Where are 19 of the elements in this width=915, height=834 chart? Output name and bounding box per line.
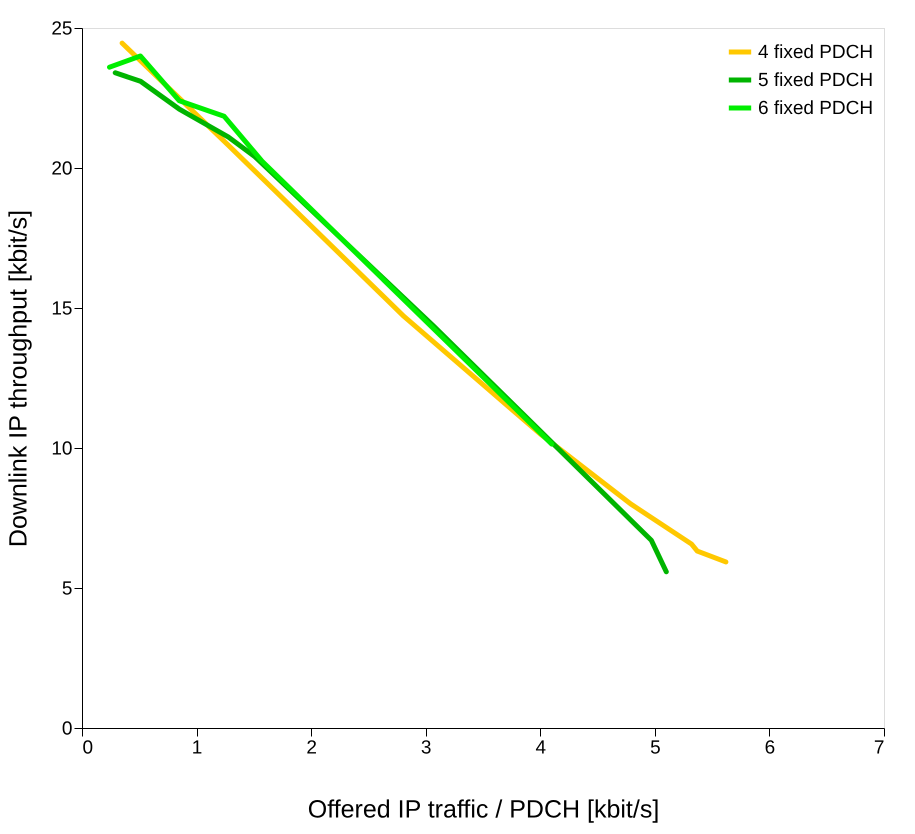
y-tick-label: 15 (51, 298, 72, 320)
legend-label: 5 fixed PDCH (758, 70, 874, 91)
x-axis-title: Offered IP traffic / PDCH [kbit/s] (308, 796, 660, 824)
x-tick-label: 6 (764, 738, 776, 758)
y-tick-label: 0 (62, 718, 72, 740)
y-axis-title: Downlink IP throughput [kbit/s] (4, 210, 32, 548)
x-tick-label: 3 (420, 738, 432, 758)
x-tick-label: 4 (535, 738, 546, 758)
y-tick-label: 25 (51, 18, 72, 40)
x-tick-label: 5 (650, 738, 661, 758)
x-tick-label: 7 (874, 738, 884, 758)
x-tick-label: 2 (306, 738, 317, 758)
x-tick-label: 1 (192, 738, 202, 758)
x-tick-label: 0 (82, 738, 94, 758)
y-tick-label: 10 (51, 438, 72, 460)
y-tick-label: 20 (51, 158, 72, 180)
legend-label: 6 fixed PDCH (758, 98, 874, 119)
y-tick-label: 5 (62, 578, 72, 600)
legend-label: 4 fixed PDCH (758, 42, 874, 63)
